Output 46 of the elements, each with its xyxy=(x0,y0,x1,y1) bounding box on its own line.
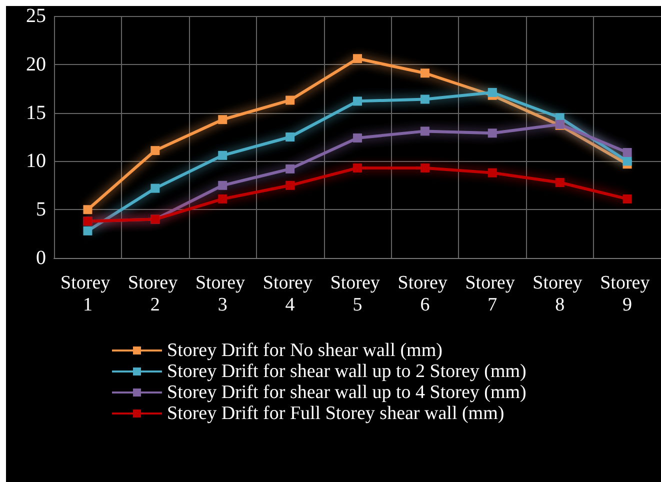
y-tick-label: 25 xyxy=(26,5,46,27)
y-tick-label: 20 xyxy=(26,53,46,76)
point xyxy=(83,226,92,236)
point xyxy=(286,96,295,105)
y-tick-label: 15 xyxy=(26,102,46,124)
x-tick-label: Storey 6 xyxy=(398,272,452,316)
point xyxy=(218,150,228,160)
x-tick-label: Storey 1 xyxy=(60,272,115,316)
y-tick-label: 0 xyxy=(36,247,46,269)
x-tick-label: Storey 9 xyxy=(600,272,654,316)
point xyxy=(286,180,295,190)
point xyxy=(286,132,295,142)
point xyxy=(488,128,497,138)
x-tick-label: Storey 4 xyxy=(262,272,318,316)
x-tick-label: Storey 7 xyxy=(465,272,520,316)
x-tick-label: Storey 3 xyxy=(195,272,250,316)
point xyxy=(150,184,160,193)
x-tick-label: Storey 2 xyxy=(128,272,182,316)
point xyxy=(420,163,430,172)
point xyxy=(286,164,295,174)
point xyxy=(353,163,362,172)
point xyxy=(353,133,362,142)
point xyxy=(622,194,632,204)
legend-label: Storey Drift for Full Storey shear wall (mm) xyxy=(167,403,504,424)
point xyxy=(488,88,497,97)
x-tick-label: Storey 5 xyxy=(330,272,385,316)
point xyxy=(218,115,228,124)
y-tick-label: 5 xyxy=(36,198,46,221)
y-tick-label: 10 xyxy=(26,150,46,172)
point xyxy=(218,180,228,190)
point xyxy=(420,126,430,136)
legend-label: Storey Drift for shear wall up to 2 Storey (mm) xyxy=(167,361,526,382)
x-tick-label: Storey 8 xyxy=(532,272,588,316)
point xyxy=(150,146,160,156)
point xyxy=(353,54,362,64)
legend-label: Storey Drift for No shear wall (mm) xyxy=(167,340,442,361)
point xyxy=(555,178,564,187)
point xyxy=(420,94,430,104)
point xyxy=(622,156,632,166)
point xyxy=(353,96,362,106)
point xyxy=(488,168,497,178)
point xyxy=(83,205,92,214)
legend-label: Storey Drift for shear wall up to 4 Storey (mm) xyxy=(167,382,526,403)
point xyxy=(622,148,632,157)
point xyxy=(420,68,430,78)
point xyxy=(218,194,228,204)
